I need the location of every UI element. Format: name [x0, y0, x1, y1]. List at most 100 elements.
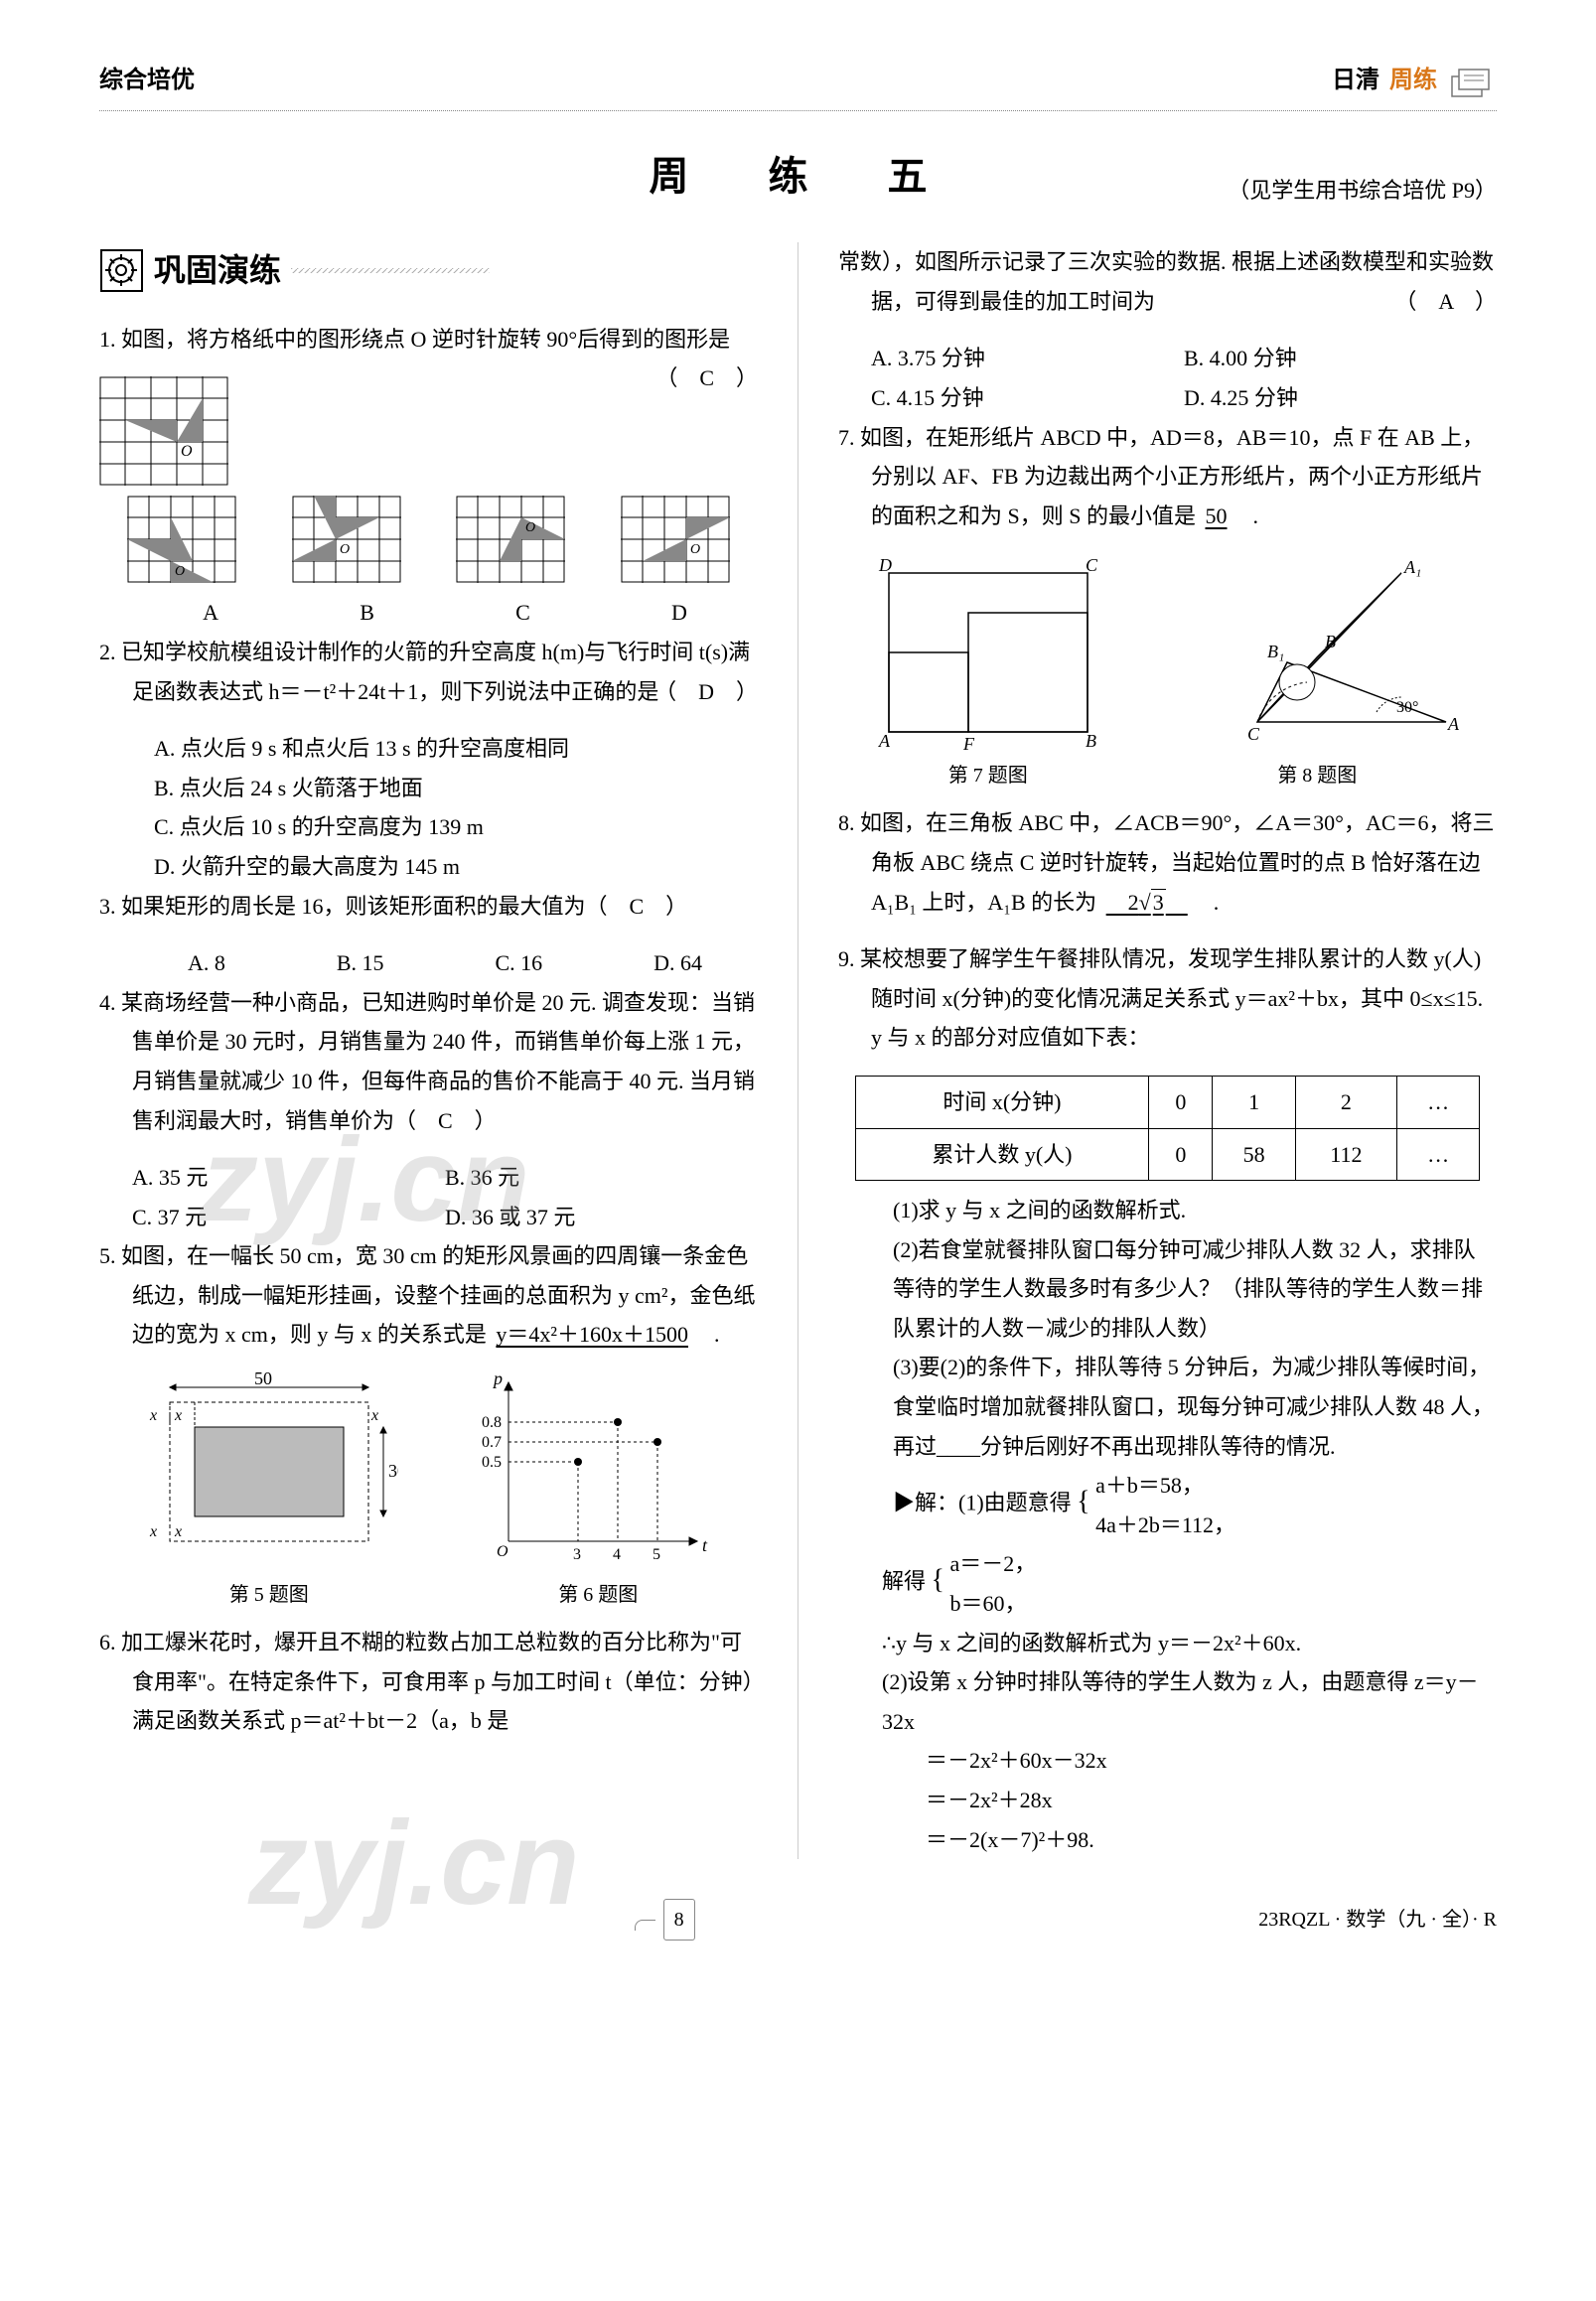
sub-reference: （见学生用书综合培优 P9）: [1228, 171, 1497, 211]
svg-text:B₁: B₁: [1267, 642, 1284, 661]
section-decoration: [291, 263, 490, 278]
q7-caption: 第 7 题图: [869, 758, 1107, 793]
svg-text:C: C: [1086, 555, 1098, 575]
q6b-b: B. 4.00 分钟: [1184, 339, 1497, 378]
q7-fig-wrap: A F B D C 第 7 题图: [869, 553, 1107, 793]
section-title: 巩固演练: [154, 242, 281, 300]
q1-option-labels: A B C D: [99, 593, 758, 633]
q4-b: B. 36 元: [445, 1158, 758, 1198]
q6-figure: t p O 0.80.70.5 345: [479, 1372, 717, 1571]
q9-p3: (3)要(2)的条件下，排队等待 5 分钟后，为减少排队等候时间，食堂临时增加就…: [838, 1348, 1497, 1466]
svg-text:A₁: A₁: [1403, 557, 1421, 577]
q8-caption: 第 8 题图: [1168, 758, 1466, 793]
page-number: 8: [663, 1899, 695, 1941]
left-column: 巩固演练 1. 如图，将方格纸中的图形绕点 O 逆时针旋转 90°后得到的图形是…: [99, 242, 758, 1859]
svg-text:D: D: [878, 555, 892, 575]
q56-figs: 50 30 x x x x x 第 5 题图 t: [99, 1372, 758, 1613]
right-column: 常数），如图所示记录了三次实验的数据. 根据上述函数模型和实验数据，可得到最佳的…: [838, 242, 1497, 1859]
q1-answer: （ C ）: [688, 359, 758, 398]
content-columns: 巩固演练 1. 如图，将方格纸中的图形绕点 O 逆时针旋转 90°后得到的图形是…: [99, 242, 1497, 1859]
q6-continued: 常数），如图所示记录了三次实验的数据. 根据上述函数模型和实验数据，可得到最佳的…: [838, 242, 1497, 321]
q1-opt-d-fig: O: [621, 496, 730, 583]
q1-opt-b-fig: O: [292, 496, 401, 583]
q1-opt-a: A: [203, 593, 218, 633]
q1-text: 1. 如图，将方格纸中的图形绕点 O 逆时针旋转 90°后得到的图形是: [99, 327, 730, 352]
q1-opt-c-fig: O: [456, 496, 565, 583]
q9-td-3: 112: [1295, 1128, 1396, 1181]
q1-original-shape: O: [99, 376, 228, 486]
q9-th-4: …: [1396, 1076, 1480, 1128]
q6b-d: D. 4.25 分钟: [1184, 378, 1497, 418]
svg-text:30°: 30°: [1396, 699, 1418, 716]
q1-opt-d: D: [671, 593, 687, 633]
q2-text: 2. 已知学校航模组设计制作的火箭的升空高度 h(m)与飞行时间 t(s)满足函…: [99, 640, 750, 704]
header-right-1: 日清: [1332, 60, 1379, 102]
q3-d: D. 64: [653, 943, 702, 983]
eq1: a＋b＝58，: [1095, 1466, 1235, 1506]
q9-th-0: 时间 x(分钟): [855, 1076, 1149, 1128]
q6-fig-wrap: t p O 0.80.70.5 345 第 6 题图: [479, 1372, 717, 1613]
svg-text:50: 50: [254, 1372, 272, 1388]
svg-text:O: O: [525, 520, 535, 535]
svg-text:C: C: [1247, 724, 1260, 744]
svg-text:A: A: [1447, 714, 1460, 734]
q6b-a: A. 3.75 分钟: [871, 339, 1184, 378]
svg-text:O: O: [690, 542, 700, 557]
q9-th-3: 2: [1295, 1076, 1396, 1128]
header-left: 综合培优: [99, 60, 195, 102]
q9-td-4: …: [1396, 1128, 1480, 1181]
q3-c: C. 16: [495, 943, 542, 983]
q1-opt-b: B: [360, 593, 374, 633]
q9-p2: (2)若食堂就餐排队窗口每分钟可减少排队人数 32 人，求排队等待的学生人数最多…: [838, 1230, 1497, 1349]
eq4: b＝60，: [949, 1584, 1036, 1624]
q3-options: A. 8 B. 15 C. 16 D. 64: [99, 943, 758, 983]
svg-text:3: 3: [573, 1546, 581, 1563]
svg-text:4: 4: [613, 1546, 621, 1563]
q1-opt-a-fig: O: [127, 496, 236, 583]
title-row: 周 练 五 （见学生用书综合培优 P9）: [99, 141, 1497, 213]
q9-sol4: (2)设第 x 分钟时排队等待的学生人数为 z 人，由题意得 z＝y－32x: [838, 1662, 1497, 1741]
svg-text:t: t: [702, 1535, 708, 1555]
q9-td-0: 累计人数 y(人): [855, 1128, 1149, 1181]
q78-figs: A F B D C 第 7 题图 C A B₁ A₁: [838, 553, 1497, 793]
q1-options-figs: O O O O: [99, 496, 758, 583]
svg-text:0.5: 0.5: [482, 1454, 502, 1471]
q2-opt-c: C. 点火后 10 s 的升空高度为 139 m: [99, 807, 758, 847]
table-row: 时间 x(分钟) 0 1 2 …: [855, 1076, 1480, 1128]
q9-sol2-row: 解得 { a＝－2， b＝60，: [838, 1544, 1497, 1623]
brace-icon-2: {: [932, 1565, 944, 1596]
eq3: a＝－2，: [949, 1544, 1036, 1584]
svg-text:O: O: [497, 1543, 508, 1560]
question-1: 1. 如图，将方格纸中的图形绕点 O 逆时针旋转 90°后得到的图形是 （ C …: [99, 320, 758, 360]
footer-right: 23RQZL · 数学（九 · 全）· R: [1258, 1902, 1497, 1938]
gear-icon: [99, 248, 144, 293]
q5-figure: 50 30 x x x x x: [140, 1372, 398, 1571]
svg-text:B: B: [1086, 731, 1096, 751]
q7-answer: 50: [1201, 503, 1231, 528]
q7-figure: A F B D C: [869, 553, 1107, 752]
q8-fig-wrap: C A B₁ A₁ B 30° 第 8 题图: [1168, 553, 1466, 793]
q9-l1: ＝－2x²＋60x－32x: [838, 1741, 1497, 1781]
page-footer: 8 23RQZL · 数学（九 · 全）· R: [99, 1899, 1497, 1941]
q9-th-2: 1: [1213, 1076, 1296, 1128]
q5-fig-wrap: 50 30 x x x x x 第 5 题图: [140, 1372, 398, 1613]
q3-a: A. 8: [188, 943, 225, 983]
svg-text:p: p: [492, 1372, 503, 1388]
q9-sol-intro: ▶解：(1)由题意得 { a＋b＝58， 4a＋2b＝112，: [838, 1466, 1497, 1544]
question-4: 4. 某商场经营一种小商品，已知进购时单价是 20 元. 调查发现：当销售单价是…: [99, 983, 758, 1140]
q2-opt-b: B. 点火后 24 s 火箭落于地面: [99, 769, 758, 808]
q4-c: C. 37 元: [132, 1198, 445, 1237]
svg-text:O: O: [175, 564, 185, 579]
book-icon: [1447, 62, 1497, 101]
question-8: 8. 如图，在三角板 ABC 中，∠ACB＝90°，∠A＝30°，AC＝6，将三…: [838, 803, 1497, 922]
q7-text: 7. 如图，在矩形纸片 ABCD 中，AD＝8，AB＝10，点 F 在 AB 上…: [838, 425, 1484, 528]
svg-text:5: 5: [653, 1546, 660, 1563]
question-2: 2. 已知学校航模组设计制作的火箭的升空高度 h(m)与飞行时间 t(s)满足函…: [99, 633, 758, 711]
page-wrapper: { "header": { "left": "综合培优", "right1": …: [99, 60, 1497, 1941]
q9-l2: ＝－2x²＋28x: [838, 1781, 1497, 1820]
svg-text:0.7: 0.7: [482, 1434, 502, 1451]
q5-caption: 第 5 题图: [140, 1577, 398, 1613]
question-6: 6. 加工爆米花时，爆开且不糊的粒数占加工总粒数的百分比称为"可食用率"。在特定…: [99, 1623, 758, 1741]
q2-answer: （ D ）: [687, 672, 758, 712]
q3-b: B. 15: [337, 943, 384, 983]
